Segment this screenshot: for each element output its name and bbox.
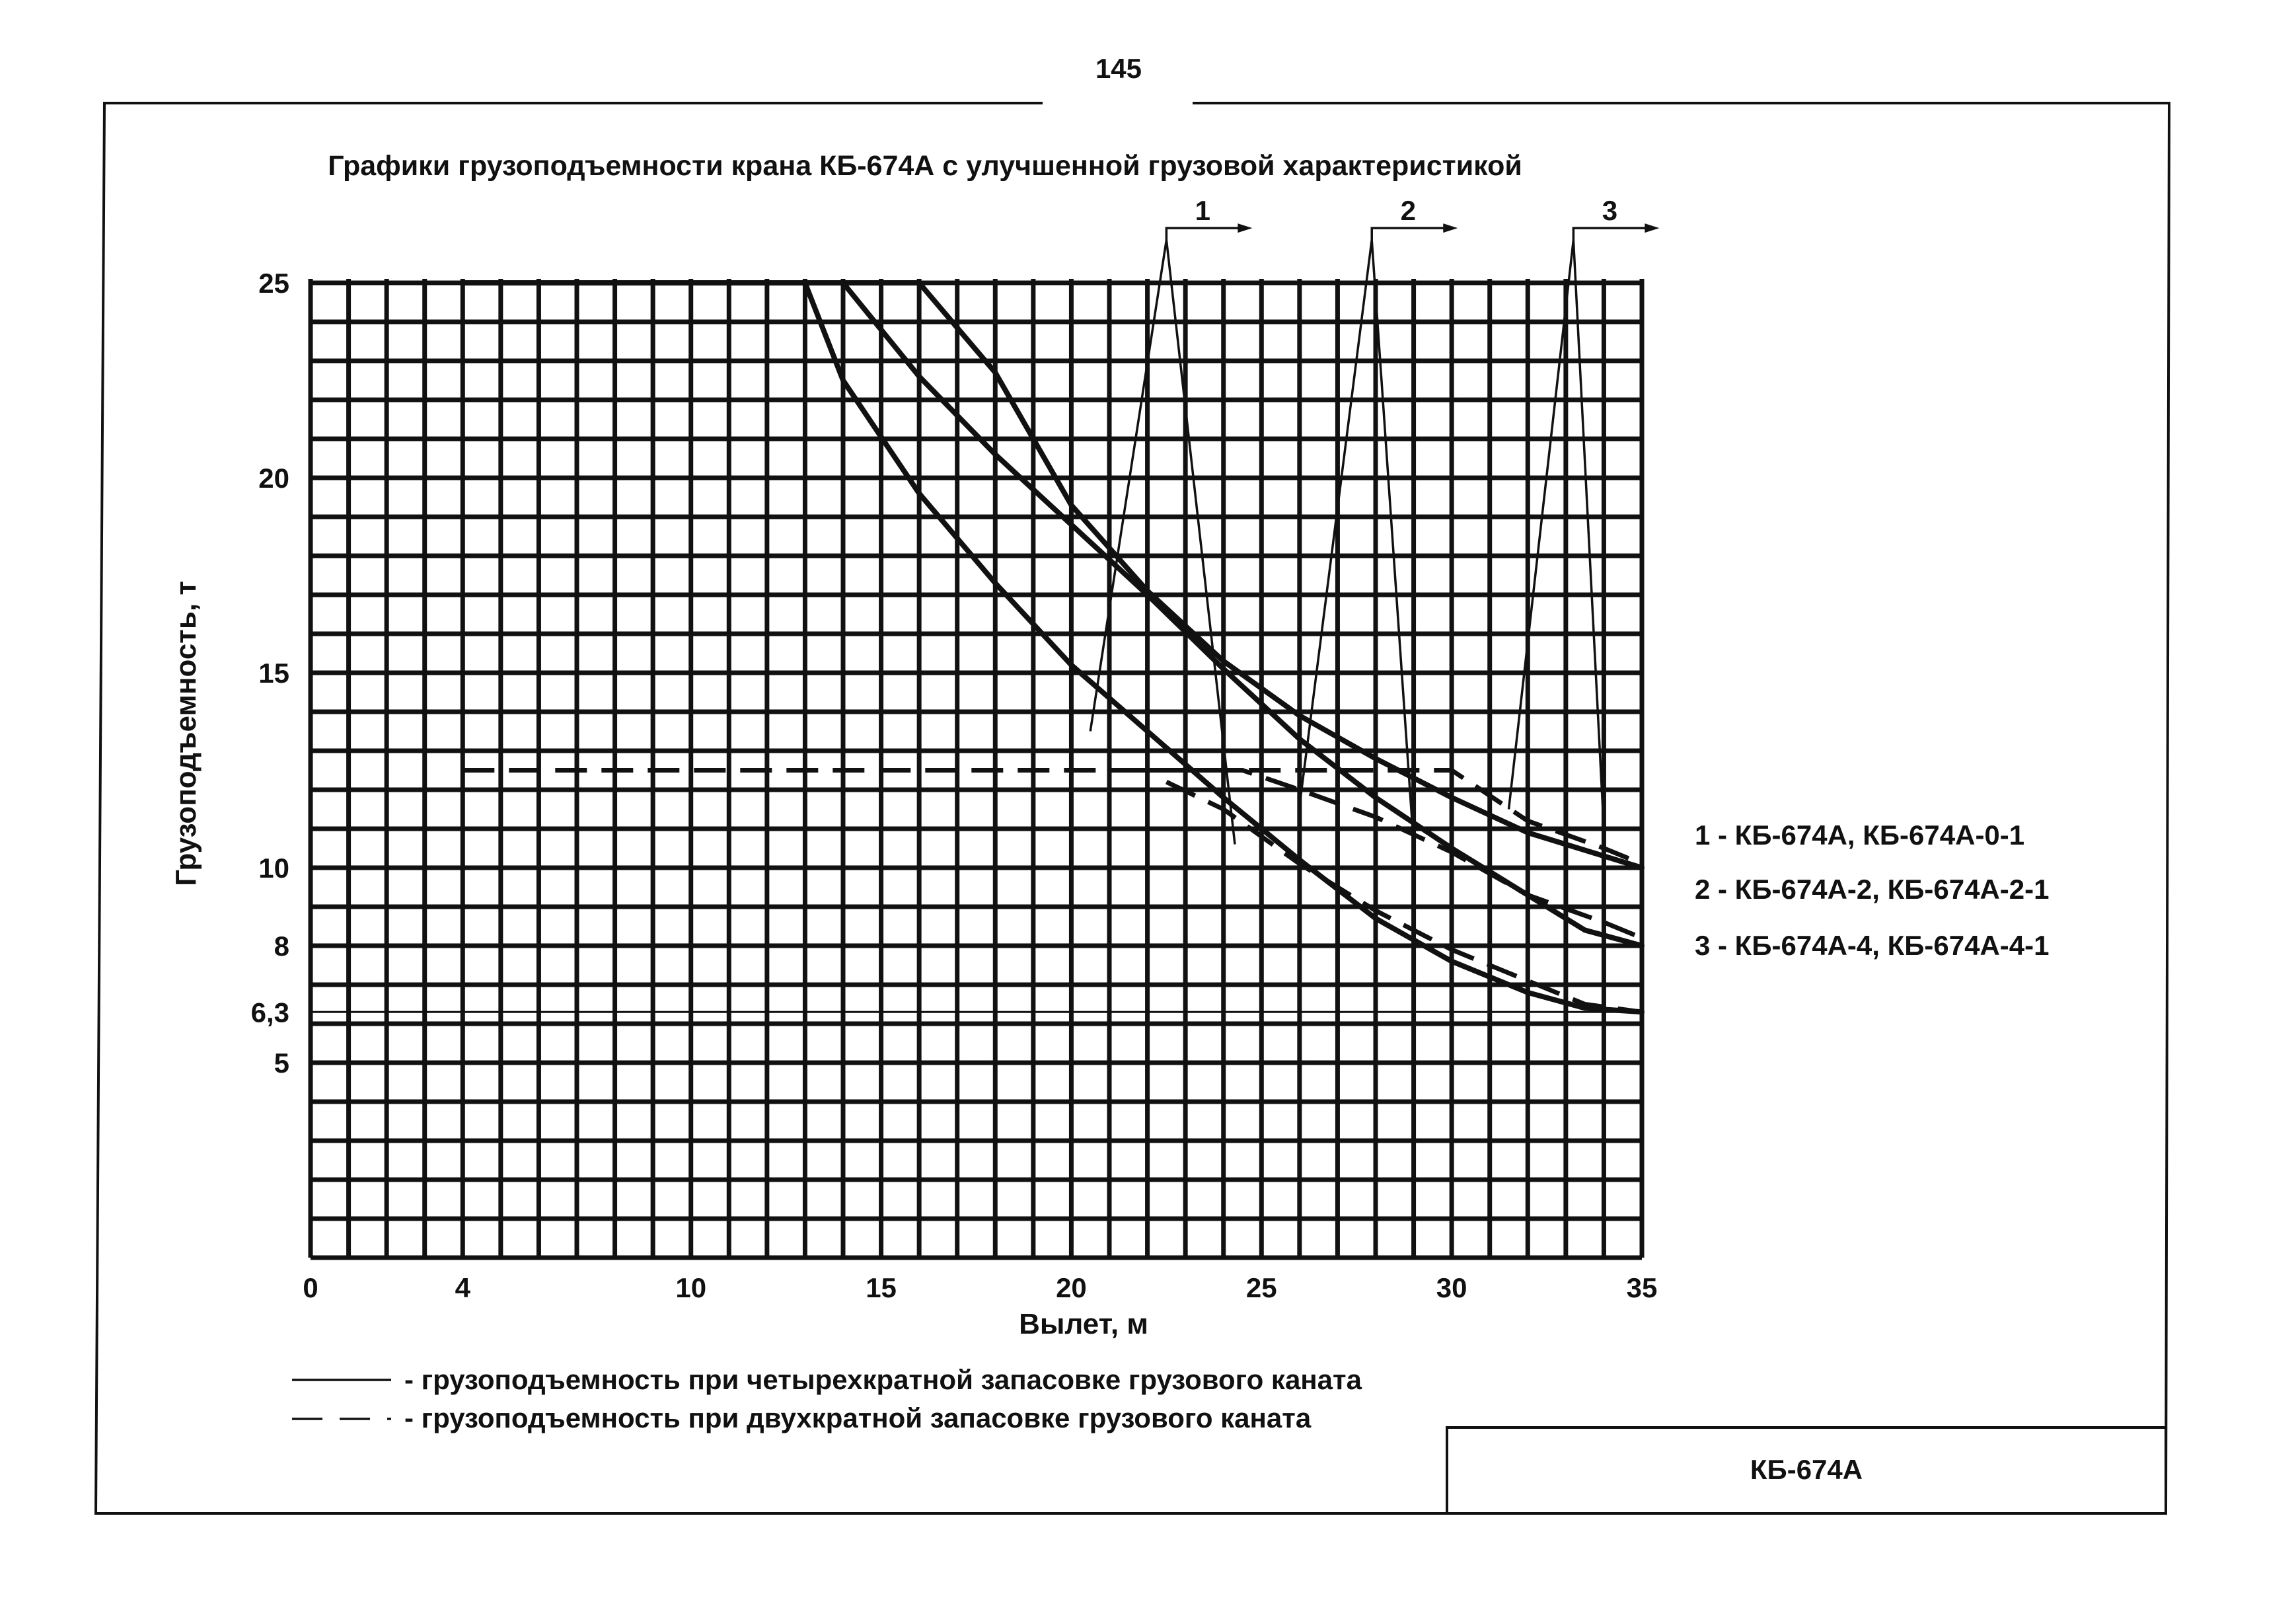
- callout-arrow-2: [1443, 223, 1458, 233]
- x-tick-label: 30: [1436, 1272, 1467, 1303]
- legend-solid-label: - грузоподъемность при четырехкратной за…: [404, 1364, 1362, 1395]
- x-tick-label: 0: [303, 1272, 318, 1303]
- stamp-box: [1446, 1426, 2167, 1515]
- callout-shelf-3: [1572, 227, 1653, 241]
- series-legend-1: 1 - КБ-674А, КБ-674А-0-1: [1695, 819, 2024, 851]
- stamp-label: КБ-674А: [1750, 1454, 1863, 1485]
- callout-arrow-1: [1238, 223, 1253, 233]
- curve-callouts: 1 2 3: [1089, 195, 1660, 845]
- series-legend-2: 2 - КБ-674А-2, КБ-674А-2-1: [1695, 874, 2049, 905]
- callout-label-3: 3: [1602, 195, 1617, 226]
- x-tick-label: 25: [1246, 1272, 1277, 1303]
- legend-dashed-label: - грузоподъемность при двухкратной запас…: [404, 1402, 1312, 1433]
- sheet-frame-top-left: [94, 102, 2171, 1515]
- x-tick-label: 35: [1627, 1272, 1658, 1303]
- chart-title: Графики грузоподъемности крана КБ-674А с…: [328, 150, 1522, 182]
- x-tick-labels: 0 4 10 15 20 25 30 35: [303, 1272, 1657, 1303]
- y-axis-label: Грузоподъемность, т: [170, 581, 202, 886]
- x-axis-label: Вылет, м: [1019, 1308, 1148, 1340]
- callout-leader-1: [1089, 239, 1236, 845]
- x-tick-label: 10: [675, 1272, 706, 1303]
- x-tick-label: 4: [455, 1272, 471, 1303]
- y-tick-label: 15: [258, 658, 289, 689]
- y-tick-labels: 5 6,3 8 10 15 20 25: [251, 268, 289, 1079]
- callout-arrow-3: [1645, 223, 1660, 233]
- y-tick-label: 6,3: [251, 997, 289, 1028]
- y-tick-label: 5: [274, 1047, 289, 1079]
- x-tick-label: 20: [1056, 1272, 1087, 1303]
- callout-label-2: 2: [1401, 195, 1416, 226]
- reference-lines: [311, 1010, 1642, 1025]
- curve-two-fold-1: [463, 768, 1643, 866]
- y-tick-label: 10: [258, 853, 289, 884]
- callout-shelf-2: [1370, 227, 1452, 241]
- capacity-curves: [460, 280, 1645, 1015]
- callout-label-1: 1: [1195, 195, 1210, 226]
- curve-two-fold-3: [1165, 780, 1643, 1014]
- y-tick-label: 20: [258, 463, 289, 494]
- callout-leader-3: [1507, 239, 1606, 829]
- curve-four-fold-2: [840, 280, 1645, 948]
- callout-shelf-1: [1165, 227, 1246, 241]
- page-number: 145: [1095, 53, 1142, 84]
- curve-four-fold-3: [802, 280, 1645, 1015]
- curve-four-fold-1: [460, 280, 1645, 870]
- y-tick-label: 25: [258, 268, 289, 299]
- series-legend-3: 3 - КБ-674А-4, КБ-674А-4-1: [1695, 930, 2049, 961]
- y-tick-label: 8: [274, 931, 289, 962]
- x-tick-label: 15: [866, 1272, 897, 1303]
